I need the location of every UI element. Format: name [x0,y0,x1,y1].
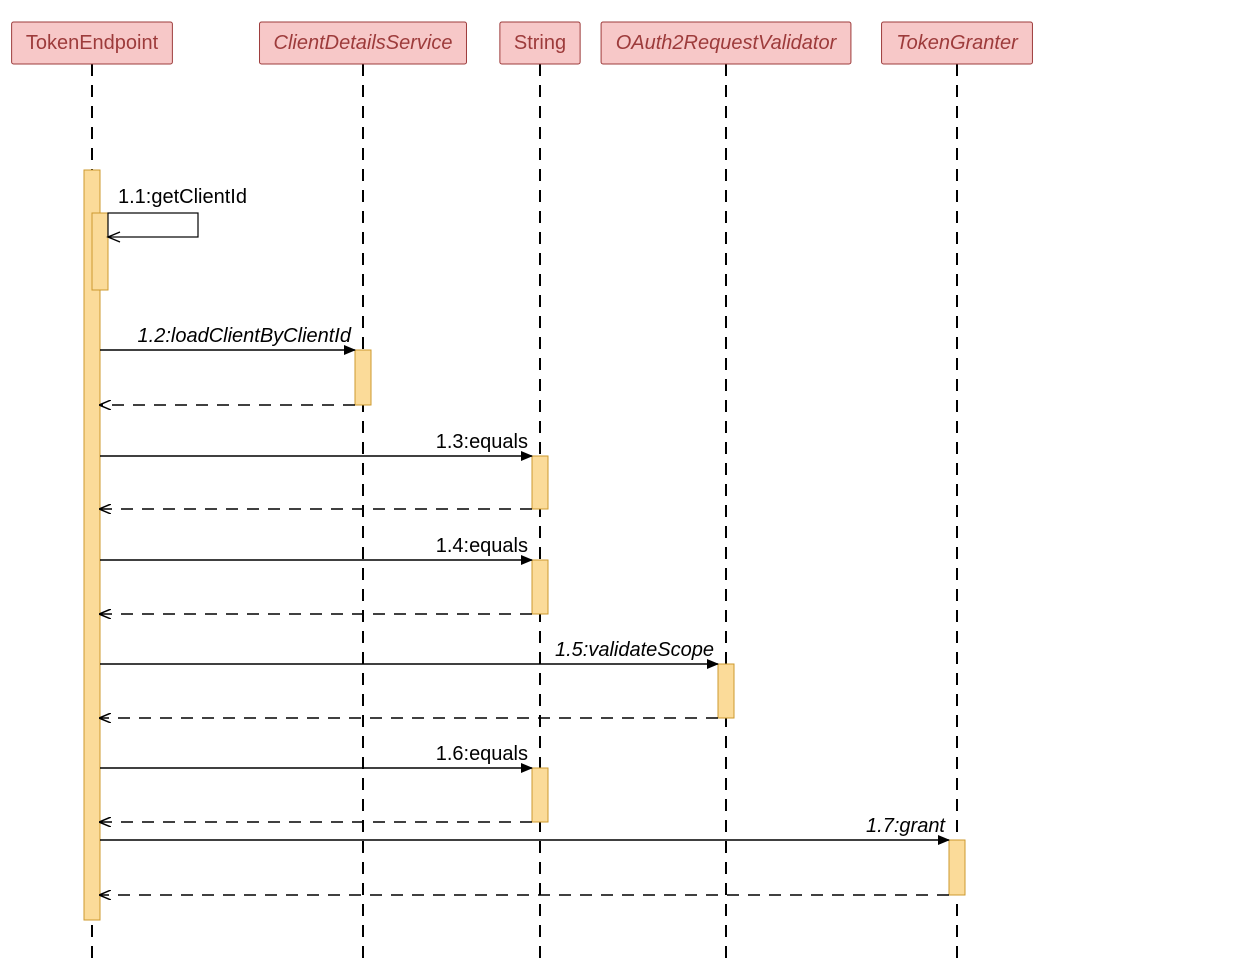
activation-bar [718,664,734,718]
self-call-box [108,213,198,237]
activation-bar [949,840,965,895]
message-label: 1.6:equals [436,743,528,765]
activation-bar [92,213,108,290]
message-label: 1.5:validateScope [555,639,714,661]
message-label: 1.4:equals [436,535,528,557]
participant-label: String [514,32,566,54]
activation-bar [532,456,548,509]
activation-bar [532,768,548,822]
message-label: 1.1:getClientId [118,186,247,208]
activation-bar [355,350,371,405]
message-label: 1.3:equals [436,431,528,453]
participant-label: OAuth2RequestValidator [616,32,838,54]
message-label: 1.2:loadClientByClientId [138,325,352,347]
participant-label: ClientDetailsService [274,32,453,54]
sequence-diagram: 1.1:getClientId 1.2:loadClientByClientId 1… [0,0,1254,968]
message-label: 1.7:grant [866,815,946,837]
participant-label: TokenEndpoint [26,32,159,54]
participant-label: TokenGranter [896,32,1019,54]
activation-bar [532,560,548,614]
